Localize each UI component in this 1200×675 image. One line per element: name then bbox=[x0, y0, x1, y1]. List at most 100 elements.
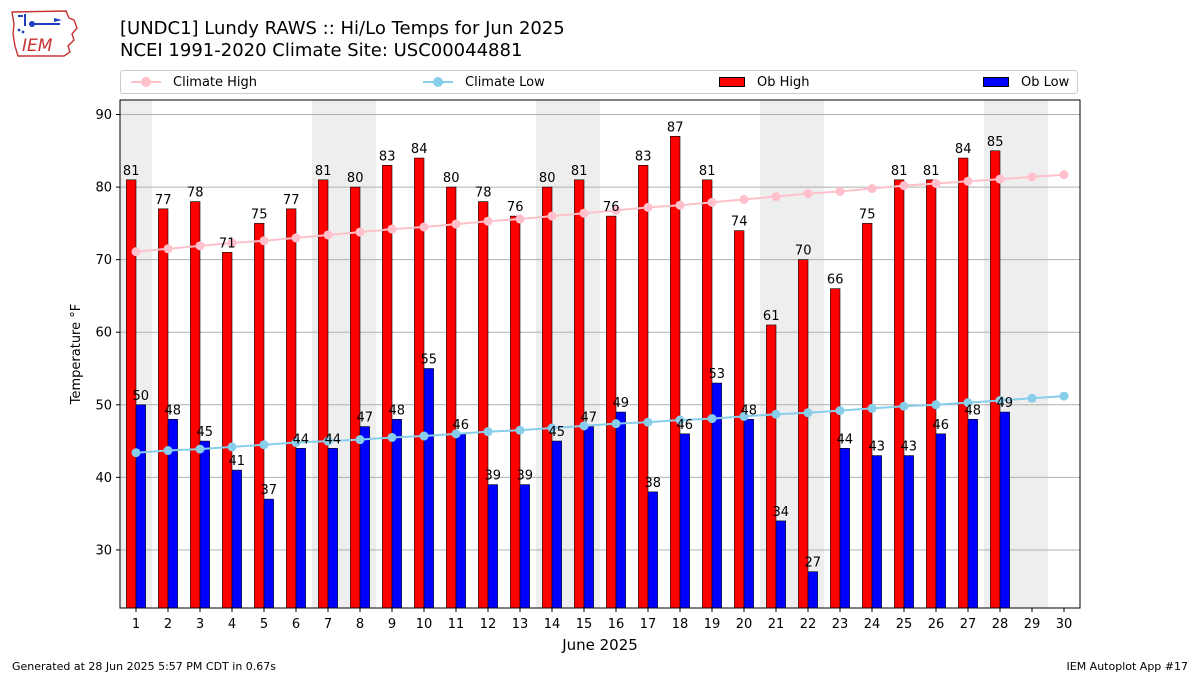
label-ob-low-day-8: 47 bbox=[357, 411, 374, 426]
climate-high-point-day-20 bbox=[739, 194, 749, 204]
legend-label-climate-high: Climate High bbox=[173, 74, 258, 90]
bar-ob-low-day-21 bbox=[775, 520, 786, 609]
label-ob-high-day-11: 80 bbox=[443, 171, 460, 186]
iem-logo: IEM bbox=[8, 6, 84, 60]
legend-item-ob-low: Ob Low bbox=[983, 71, 1069, 93]
bar-ob-high-day-6 bbox=[286, 208, 297, 609]
y-tick-label-80: 80 bbox=[95, 181, 112, 196]
label-ob-low-day-11: 46 bbox=[453, 418, 470, 433]
bar-ob-low-day-20 bbox=[743, 419, 754, 609]
label-ob-low-day-3: 45 bbox=[197, 425, 214, 440]
bar-ob-high-day-24 bbox=[862, 223, 873, 609]
legend-label-ob-low: Ob Low bbox=[1021, 74, 1070, 90]
label-ob-low-day-13: 39 bbox=[517, 469, 534, 484]
ob-low-swatch-icon bbox=[983, 77, 1009, 87]
x-tick-label-11: 11 bbox=[448, 617, 465, 632]
x-tick-label-21: 21 bbox=[768, 617, 785, 632]
bar-ob-low-day-5 bbox=[263, 498, 274, 609]
y-tick-label-50: 50 bbox=[95, 398, 112, 413]
legend-item-ob-high: Ob High bbox=[719, 71, 810, 93]
climate-low-point-day-6 bbox=[291, 438, 301, 448]
climate-high-point-day-29 bbox=[1027, 172, 1037, 182]
bar-ob-low-day-1 bbox=[135, 404, 146, 609]
label-ob-low-day-1: 50 bbox=[133, 389, 150, 404]
label-ob-high-day-3: 78 bbox=[187, 186, 204, 201]
x-tick-label-28: 28 bbox=[992, 617, 1009, 632]
label-ob-low-day-18: 46 bbox=[677, 418, 694, 433]
chart-title: [UNDC1] Lundy RAWS :: Hi/Lo Temps for Ju… bbox=[120, 18, 565, 39]
y-tick-label-90: 90 bbox=[95, 108, 112, 123]
bar-ob-high-day-13 bbox=[510, 215, 521, 609]
x-tick-label-9: 9 bbox=[388, 617, 396, 632]
x-axis-label: June 2025 bbox=[561, 636, 638, 654]
bar-ob-high-day-5 bbox=[254, 223, 265, 609]
bar-ob-high-day-27 bbox=[958, 157, 969, 609]
bar-ob-low-day-26 bbox=[935, 433, 946, 609]
climate-low-point-day-1 bbox=[131, 448, 141, 458]
label-ob-low-day-9: 48 bbox=[389, 403, 406, 418]
x-tick-label-2: 2 bbox=[164, 617, 172, 632]
climate-high-point-day-7 bbox=[323, 230, 333, 240]
climate-high-point-day-23 bbox=[835, 186, 845, 196]
label-ob-high-day-7: 81 bbox=[315, 164, 332, 179]
label-ob-low-day-26: 46 bbox=[933, 418, 950, 433]
bar-ob-low-day-17 bbox=[647, 491, 658, 609]
x-tick-label-13: 13 bbox=[512, 617, 529, 632]
legend-label-ob-high: Ob High bbox=[757, 74, 810, 90]
bar-ob-high-day-12 bbox=[478, 201, 489, 609]
x-tick-label-12: 12 bbox=[480, 617, 497, 632]
bar-ob-high-day-3 bbox=[190, 201, 201, 609]
climate-low-point-day-4 bbox=[227, 442, 237, 452]
label-ob-low-day-25: 43 bbox=[901, 440, 918, 455]
label-ob-low-day-5: 37 bbox=[261, 483, 278, 498]
label-ob-high-day-26: 81 bbox=[923, 164, 940, 179]
climate-high-point-day-4 bbox=[227, 238, 237, 248]
bar-ob-low-day-25 bbox=[903, 455, 914, 609]
x-tick-label-22: 22 bbox=[800, 617, 817, 632]
label-ob-high-day-16: 76 bbox=[603, 200, 620, 215]
bar-ob-high-day-17 bbox=[638, 165, 649, 609]
x-tick-label-4: 4 bbox=[228, 617, 236, 632]
y-tick-label-30: 30 bbox=[95, 543, 112, 558]
climate-high-marker-icon bbox=[131, 77, 161, 87]
climate-low-point-day-27 bbox=[963, 398, 973, 408]
label-ob-high-day-9: 83 bbox=[379, 149, 396, 164]
x-tick-label-3: 3 bbox=[196, 617, 204, 632]
x-tick-label-23: 23 bbox=[832, 617, 849, 632]
x-tick-label-18: 18 bbox=[672, 617, 689, 632]
label-ob-low-day-10: 55 bbox=[421, 353, 438, 368]
climate-low-point-day-13 bbox=[515, 425, 525, 435]
climate-high-point-day-18 bbox=[675, 200, 685, 210]
label-ob-high-day-20: 74 bbox=[731, 215, 748, 230]
ob-high-swatch-icon bbox=[719, 77, 745, 87]
x-tick-label-6: 6 bbox=[292, 617, 300, 632]
label-ob-high-day-15: 81 bbox=[571, 164, 588, 179]
plot-frame bbox=[119, 99, 1081, 609]
climate-high-point-day-27 bbox=[963, 176, 973, 186]
x-tick-label-1: 1 bbox=[132, 617, 140, 632]
x-tick-label-5: 5 bbox=[260, 617, 268, 632]
climate-high-point-day-10 bbox=[419, 222, 429, 232]
label-ob-high-day-25: 81 bbox=[891, 164, 908, 179]
label-ob-high-day-13: 76 bbox=[507, 200, 524, 215]
footer-generated: Generated at 28 Jun 2025 5:57 PM CDT in … bbox=[12, 660, 277, 673]
climate-low-marker-icon bbox=[423, 77, 453, 87]
x-tick-label-8: 8 bbox=[356, 617, 364, 632]
climate-low-point-day-10 bbox=[419, 431, 429, 441]
climate-high-point-day-13 bbox=[515, 214, 525, 224]
label-ob-high-day-4: 71 bbox=[219, 236, 236, 251]
climate-high-point-day-16 bbox=[611, 205, 621, 215]
climate-low-point-day-28 bbox=[995, 395, 1005, 405]
bar-ob-low-day-13 bbox=[519, 484, 530, 609]
climate-low-point-day-11 bbox=[451, 429, 461, 439]
x-tick-label-14: 14 bbox=[544, 617, 561, 632]
x-tick-label-17: 17 bbox=[640, 617, 657, 632]
label-ob-low-day-12: 39 bbox=[485, 469, 502, 484]
bar-ob-high-day-11 bbox=[446, 186, 457, 609]
y-tick-label-60: 60 bbox=[95, 326, 112, 341]
climate-high-point-day-22 bbox=[803, 189, 813, 199]
climate-low-point-day-23 bbox=[835, 406, 845, 416]
bar-ob-low-day-6 bbox=[295, 448, 306, 609]
climate-low-point-day-26 bbox=[931, 400, 941, 410]
bar-ob-high-day-25 bbox=[894, 179, 905, 609]
